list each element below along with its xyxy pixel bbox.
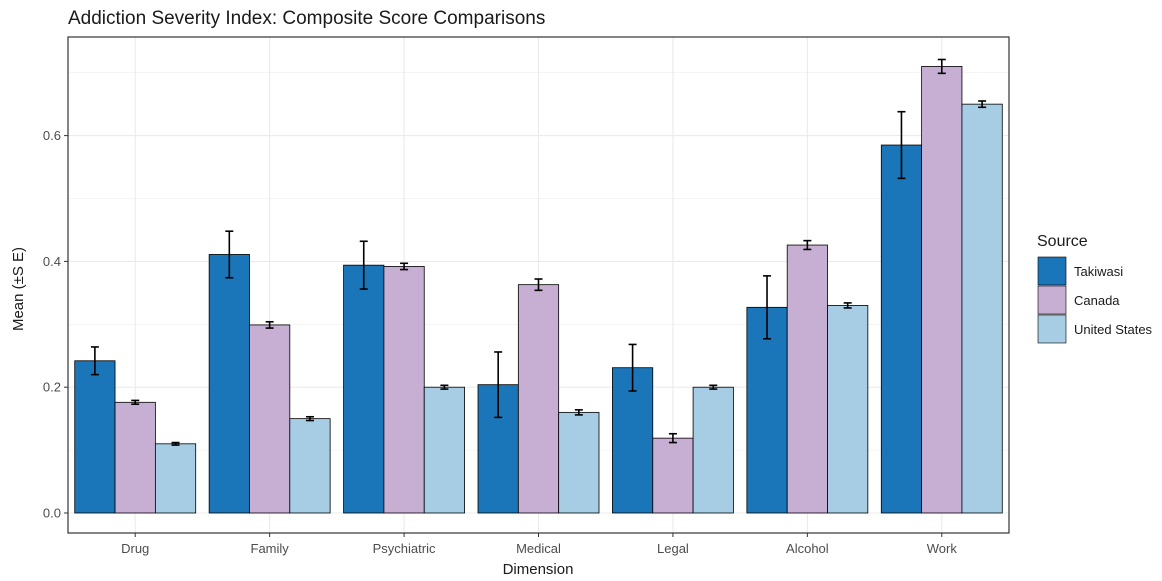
- x-tick-label: Medical: [516, 541, 561, 556]
- error-bar: [265, 320, 274, 329]
- bar-takiwasi: [746, 306, 788, 514]
- error-bar: [937, 58, 946, 75]
- bar-united-states: [154, 443, 197, 514]
- bar-takiwasi: [208, 254, 250, 514]
- error-bar: [709, 384, 718, 390]
- legend-label: Canada: [1074, 293, 1120, 308]
- bar-united-states: [423, 386, 465, 514]
- error-bar: [763, 275, 772, 340]
- bar-takiwasi: [74, 360, 116, 514]
- bar-takiwasi: [880, 144, 923, 514]
- y-tick-label: 0.6: [43, 128, 61, 143]
- x-axis-title: Dimension: [503, 561, 574, 578]
- error-bar: [225, 230, 234, 279]
- bar-canada: [652, 437, 694, 514]
- legend-key-canada: [1037, 285, 1067, 315]
- error-bar: [171, 441, 180, 446]
- legend-key-takiwasi: [1037, 256, 1067, 286]
- x-axis: Drug Family Psychiatric Medical Legal Alcohol…: [121, 533, 957, 556]
- error-bar: [359, 240, 368, 290]
- y-axis: 0.0 0.2 0.4 0.6: [43, 128, 68, 521]
- bar-canada: [517, 284, 560, 514]
- legend-key-united-states: [1037, 314, 1067, 344]
- bar-canada: [786, 244, 828, 514]
- error-bar: [978, 100, 987, 109]
- x-tick-label: Alcohol: [786, 541, 829, 556]
- x-tick-label: Work: [927, 541, 958, 556]
- bar-canada: [921, 66, 963, 514]
- error-bar: [668, 432, 677, 444]
- error-bars: [90, 58, 987, 446]
- bar-canada: [249, 324, 291, 514]
- error-bar: [843, 302, 852, 309]
- bar-united-states: [558, 411, 600, 514]
- error-bar: [534, 278, 543, 292]
- bar-united-states: [827, 305, 869, 514]
- bar-takiwasi: [343, 264, 385, 514]
- y-axis-title: Mean (±S E): [10, 247, 27, 331]
- bars: [74, 66, 1003, 514]
- y-tick-label: 0.2: [43, 380, 61, 395]
- x-tick-label: Drug: [121, 541, 149, 556]
- error-bar: [574, 409, 583, 416]
- x-tick-label: Family: [251, 541, 290, 556]
- legend-title: Source: [1037, 233, 1088, 250]
- y-tick-label: 0.0: [43, 506, 61, 521]
- error-bar: [440, 384, 449, 390]
- error-bar: [131, 399, 140, 405]
- error-bar: [803, 239, 812, 251]
- legend-label: Takiwasi: [1074, 264, 1123, 279]
- error-bar: [494, 351, 503, 419]
- error-bar: [628, 343, 637, 392]
- legend-label: United States: [1074, 322, 1153, 337]
- bar-canada: [114, 401, 156, 514]
- bar-united-states: [289, 418, 331, 514]
- bar-united-states: [692, 386, 734, 514]
- y-tick-label: 0.4: [43, 254, 61, 269]
- legend: Source Takiwasi Canada United States: [1037, 233, 1153, 344]
- bar-united-states: [961, 103, 1003, 514]
- chart-title: Addiction Severity Index: Composite Scor…: [68, 8, 545, 29]
- error-bar: [305, 415, 314, 422]
- x-tick-label: Legal: [657, 541, 689, 556]
- error-bar: [897, 110, 906, 180]
- x-tick-label: Psychiatric: [373, 541, 436, 556]
- error-bar: [400, 262, 409, 271]
- error-bar: [90, 346, 99, 376]
- bar-canada: [383, 266, 425, 514]
